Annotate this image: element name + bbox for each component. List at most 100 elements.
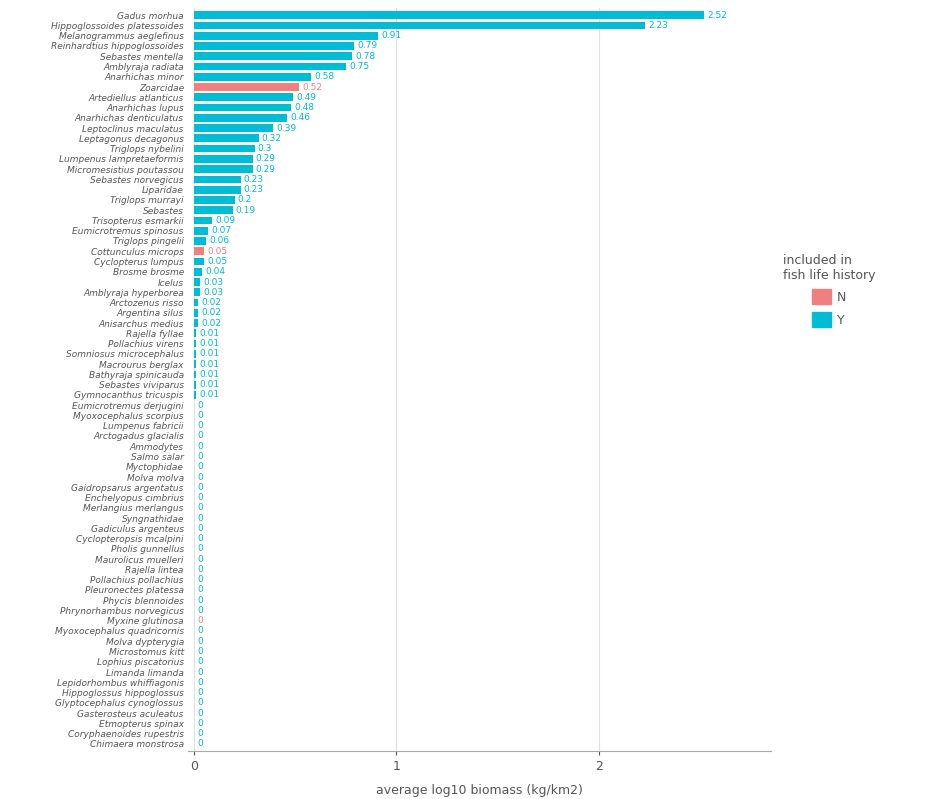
Bar [194, 309, 198, 316]
Text: 0: 0 [197, 565, 203, 574]
Text: 0: 0 [197, 555, 203, 563]
Bar [194, 104, 291, 111]
Text: 0: 0 [197, 463, 203, 471]
Text: 0: 0 [197, 688, 203, 697]
Bar [194, 53, 352, 60]
Text: 0.48: 0.48 [294, 103, 314, 112]
Text: 0: 0 [197, 739, 203, 749]
Bar [194, 391, 196, 399]
Text: 0.01: 0.01 [199, 349, 219, 359]
Text: 0: 0 [197, 667, 203, 677]
Text: 0.23: 0.23 [243, 185, 263, 194]
Text: 0: 0 [197, 698, 203, 707]
Text: 0.03: 0.03 [203, 277, 224, 287]
Bar [194, 22, 646, 30]
Text: 0: 0 [197, 616, 203, 625]
Text: 0.05: 0.05 [207, 257, 227, 266]
Bar [194, 288, 200, 296]
Text: 0: 0 [197, 503, 203, 512]
Text: 0.91: 0.91 [382, 31, 401, 40]
Text: 0.01: 0.01 [199, 360, 219, 368]
Text: 0: 0 [197, 658, 203, 666]
Text: 0.3: 0.3 [258, 144, 273, 153]
Text: 0: 0 [197, 442, 203, 451]
Text: 0.01: 0.01 [199, 329, 219, 338]
Text: 0.04: 0.04 [205, 267, 226, 276]
Text: 0: 0 [197, 626, 203, 635]
Text: 0.02: 0.02 [201, 319, 221, 328]
Bar [194, 93, 293, 101]
Text: 0: 0 [197, 719, 203, 728]
Text: 0.02: 0.02 [201, 308, 221, 317]
Text: 0.23: 0.23 [243, 175, 263, 184]
Bar [194, 155, 253, 163]
Bar [194, 176, 241, 183]
Bar [194, 299, 198, 306]
Text: 0.01: 0.01 [199, 380, 219, 389]
Text: 0: 0 [197, 421, 203, 430]
Bar [194, 217, 212, 225]
Bar [194, 114, 287, 121]
Text: 0.29: 0.29 [256, 154, 275, 163]
Text: 0: 0 [197, 411, 203, 420]
Text: 0: 0 [197, 493, 203, 502]
Bar [194, 62, 346, 70]
Bar [194, 257, 204, 265]
Bar [194, 165, 253, 173]
Text: 2.23: 2.23 [649, 21, 668, 30]
Text: 0: 0 [197, 452, 203, 461]
Text: 0.52: 0.52 [303, 82, 322, 92]
Text: 0.46: 0.46 [290, 113, 310, 122]
Text: 0: 0 [197, 575, 203, 584]
Text: 0.78: 0.78 [355, 52, 375, 61]
Bar [194, 381, 196, 388]
Text: 0.32: 0.32 [262, 134, 282, 143]
Bar [194, 73, 311, 81]
Text: 0.49: 0.49 [296, 93, 316, 101]
Bar [194, 248, 204, 255]
Text: 0.75: 0.75 [349, 62, 369, 71]
Text: 0: 0 [197, 596, 203, 605]
Bar [194, 11, 704, 19]
Text: 0.07: 0.07 [212, 226, 231, 235]
Text: 0.79: 0.79 [357, 42, 377, 50]
Text: 0.01: 0.01 [199, 370, 219, 379]
Text: 0: 0 [197, 431, 203, 440]
Text: 0.2: 0.2 [238, 196, 252, 205]
Text: 0.39: 0.39 [276, 124, 296, 133]
Bar [194, 320, 198, 327]
Bar [194, 237, 206, 244]
Text: 0.29: 0.29 [256, 165, 275, 173]
Text: 0: 0 [197, 606, 203, 615]
Text: 0: 0 [197, 400, 203, 410]
Text: 0: 0 [197, 729, 203, 738]
Bar [194, 278, 200, 286]
Text: 0: 0 [197, 544, 203, 554]
Bar [194, 227, 209, 235]
Bar [194, 268, 202, 276]
Bar [194, 145, 255, 153]
Text: 0: 0 [197, 647, 203, 656]
Text: 0: 0 [197, 472, 203, 482]
Text: 0.58: 0.58 [315, 72, 335, 81]
Text: 0.02: 0.02 [201, 298, 221, 307]
Text: 0.06: 0.06 [210, 237, 229, 245]
Bar [194, 350, 196, 358]
Text: 0: 0 [197, 637, 203, 646]
Bar [194, 360, 196, 368]
Bar [194, 329, 196, 337]
Text: 0: 0 [197, 586, 203, 594]
Text: 0.05: 0.05 [207, 247, 227, 256]
Bar [194, 340, 196, 348]
Bar [194, 42, 354, 50]
Text: 0: 0 [197, 534, 203, 543]
Text: 0.19: 0.19 [236, 205, 256, 215]
Bar [194, 206, 232, 214]
Text: 0.01: 0.01 [199, 339, 219, 348]
Text: 0.01: 0.01 [199, 391, 219, 400]
Bar [194, 83, 299, 91]
Legend: N, Y: N, Y [783, 253, 875, 327]
Text: 0: 0 [197, 709, 203, 718]
Bar [194, 124, 273, 132]
Bar [194, 371, 196, 378]
